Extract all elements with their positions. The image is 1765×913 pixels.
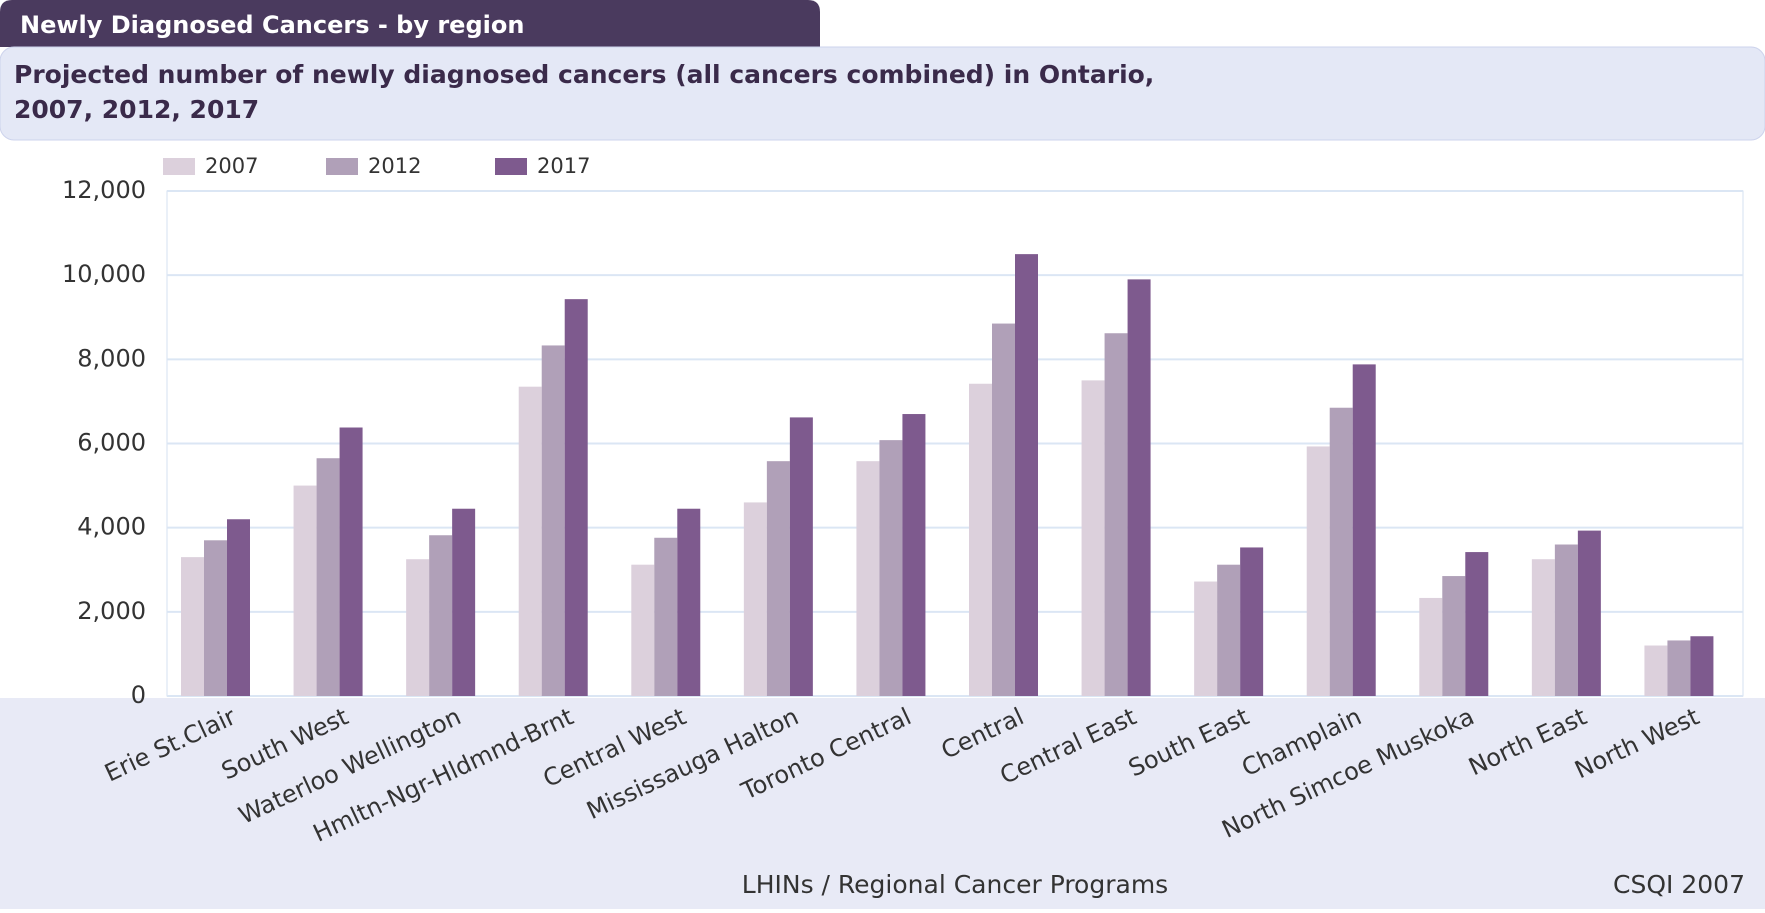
y-tick-label: 2,000	[77, 597, 146, 625]
y-tick-label: 10,000	[62, 260, 146, 288]
bar	[227, 519, 250, 696]
bar	[969, 383, 992, 696]
bar	[743, 502, 767, 696]
bar	[1194, 581, 1218, 696]
axis-band	[0, 698, 1765, 909]
y-tick-label: 12,000	[62, 176, 146, 204]
y-tick-label: 8,000	[77, 344, 146, 372]
bar	[1419, 597, 1443, 696]
y-tick-label: 0	[131, 681, 146, 709]
legend-label: 2017	[537, 154, 590, 178]
bar	[1104, 333, 1128, 696]
bar	[766, 461, 790, 696]
bar	[1081, 380, 1105, 696]
bar	[1465, 552, 1489, 696]
bar	[564, 299, 588, 696]
bar	[1240, 547, 1264, 696]
y-tick-label: 6,000	[77, 429, 146, 457]
bar	[789, 417, 813, 696]
bar	[1217, 564, 1241, 696]
bar	[1577, 530, 1601, 696]
bar	[1644, 645, 1668, 696]
bar	[316, 458, 340, 696]
bar	[631, 564, 655, 696]
bar	[1554, 544, 1578, 696]
bar	[856, 461, 880, 696]
title-band	[0, 46, 1765, 141]
bar	[1667, 640, 1691, 696]
bar	[1442, 576, 1466, 696]
bar	[879, 440, 903, 696]
x-axis-label: LHINs / Regional Cancer Programs	[742, 870, 1168, 899]
bar	[452, 508, 476, 696]
bar	[293, 485, 317, 696]
bar	[1015, 254, 1038, 696]
bar	[1531, 559, 1555, 696]
bar	[902, 414, 926, 696]
bar	[518, 386, 542, 696]
bar	[181, 557, 204, 696]
bar	[992, 323, 1015, 696]
chart-title: Projected number of newly diagnosed canc…	[14, 60, 1154, 124]
bar	[654, 537, 678, 696]
bar	[1306, 446, 1330, 696]
title-line: Projected number of newly diagnosed canc…	[14, 60, 1154, 89]
bar	[1352, 364, 1376, 696]
bar	[1329, 407, 1353, 696]
source: CSQI 2007	[1613, 870, 1745, 899]
bar	[339, 427, 363, 696]
legend-label: 2007	[205, 154, 258, 178]
header: Newly Diagnosed Cancers - by region	[20, 11, 524, 39]
header-tab	[0, 0, 820, 47]
y-tick-label: 4,000	[77, 513, 146, 541]
bar	[1690, 636, 1714, 696]
bar	[677, 508, 701, 696]
bar	[406, 559, 430, 696]
legend-swatch	[326, 158, 358, 175]
bar	[1127, 279, 1151, 696]
title-line: 2007, 2012, 2017	[14, 95, 259, 124]
legend-swatch	[163, 158, 195, 175]
bar	[541, 345, 565, 696]
bar	[204, 540, 227, 696]
legend-label: 2012	[368, 154, 421, 178]
legend-swatch	[495, 158, 527, 175]
bar	[429, 535, 453, 696]
